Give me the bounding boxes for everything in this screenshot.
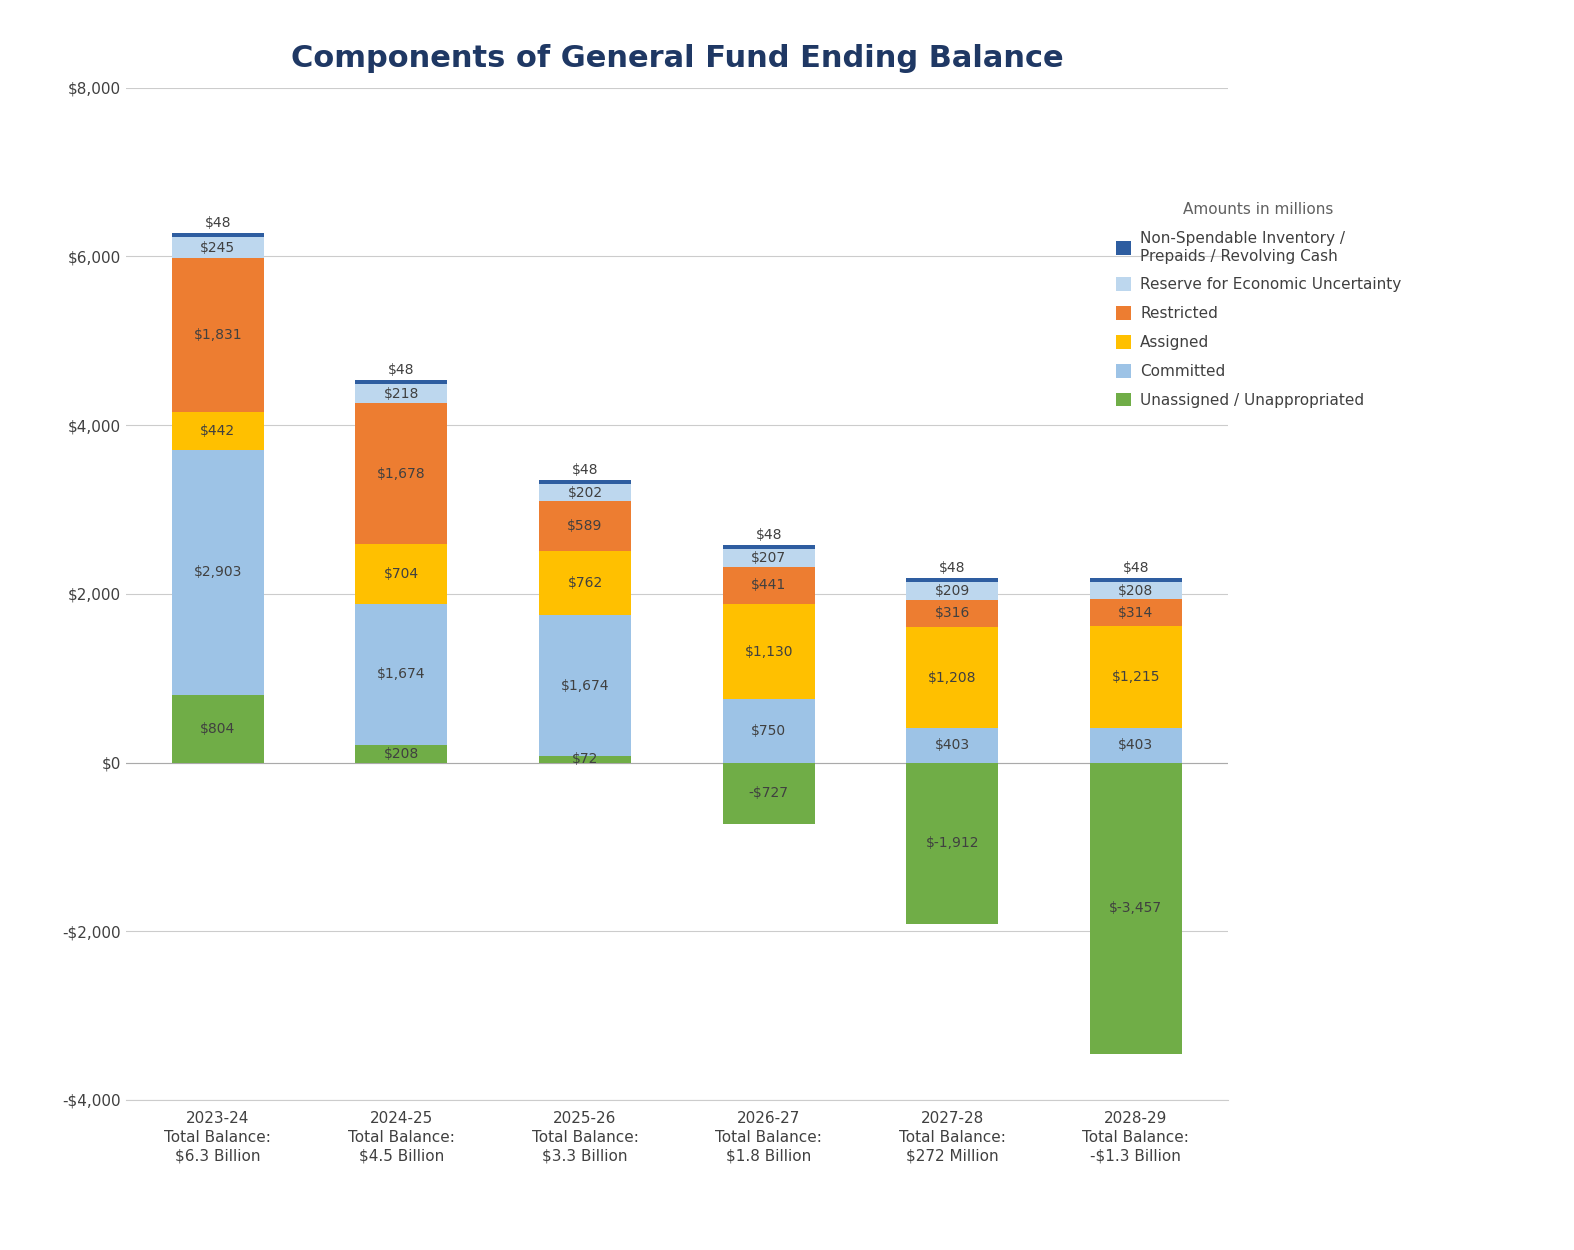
Bar [538, 756, 631, 762]
Text: $704: $704 [384, 568, 419, 581]
Text: $314: $314 [1118, 606, 1154, 620]
Text: -$727: -$727 [749, 786, 789, 800]
Text: $1,831: $1,831 [194, 329, 242, 342]
Bar [356, 745, 447, 762]
Bar [172, 450, 263, 695]
Bar [722, 699, 815, 762]
Text: $208: $208 [1118, 584, 1154, 598]
Bar [356, 604, 447, 745]
Text: $48: $48 [389, 364, 414, 378]
Text: $804: $804 [200, 721, 236, 735]
Legend: Non-Spendable Inventory /
Prepaids / Revolving Cash, Reserve for Economic Uncert: Non-Spendable Inventory / Prepaids / Rev… [1110, 196, 1407, 414]
Text: $48: $48 [571, 464, 598, 478]
Text: $48: $48 [1122, 561, 1149, 575]
Bar [907, 729, 998, 762]
Bar [907, 600, 998, 626]
Bar [356, 544, 447, 604]
Text: $1,674: $1,674 [378, 668, 425, 681]
Bar [172, 412, 263, 450]
Bar [1089, 582, 1182, 600]
Text: $442: $442 [200, 424, 235, 438]
Bar [907, 579, 998, 582]
Text: $403: $403 [935, 739, 970, 752]
Bar [538, 615, 631, 756]
Bar [172, 258, 263, 412]
Text: $441: $441 [751, 579, 787, 592]
Bar [722, 566, 815, 604]
Text: $-1,912: $-1,912 [926, 836, 979, 850]
Bar [172, 234, 263, 238]
Text: $762: $762 [567, 576, 603, 590]
Bar [1089, 762, 1182, 1054]
Bar [1089, 729, 1182, 762]
Bar [1089, 626, 1182, 729]
Bar [722, 762, 815, 824]
Bar [172, 695, 263, 762]
Bar [356, 380, 447, 384]
Text: $1,130: $1,130 [745, 645, 793, 659]
Text: $207: $207 [751, 551, 785, 565]
Text: $245: $245 [200, 240, 235, 255]
Bar [907, 582, 998, 600]
Text: $209: $209 [935, 584, 970, 598]
Bar [1089, 578, 1182, 582]
Text: $750: $750 [751, 724, 785, 738]
Bar [722, 545, 815, 549]
Bar [538, 501, 631, 551]
Bar [538, 551, 631, 615]
Text: $48: $48 [756, 529, 782, 542]
Title: Components of General Fund Ending Balance: Components of General Fund Ending Balanc… [291, 44, 1062, 72]
Bar [722, 604, 815, 699]
Text: $208: $208 [384, 746, 419, 761]
Text: $48: $48 [940, 561, 965, 575]
Text: $1,215: $1,215 [1111, 670, 1160, 684]
Bar [172, 238, 263, 258]
Bar [1089, 600, 1182, 626]
Text: $1,208: $1,208 [929, 670, 976, 685]
Bar [907, 626, 998, 729]
Text: $1,678: $1,678 [378, 466, 425, 480]
Text: $48: $48 [205, 216, 231, 230]
Text: $202: $202 [568, 486, 603, 500]
Bar [538, 480, 631, 484]
Text: $589: $589 [567, 519, 603, 532]
Bar [356, 402, 447, 544]
Text: $-3,457: $-3,457 [1110, 901, 1163, 915]
Text: $403: $403 [1119, 739, 1154, 752]
Text: $218: $218 [384, 386, 419, 400]
Text: $72: $72 [571, 752, 598, 766]
Text: $1,674: $1,674 [560, 679, 609, 692]
Bar [907, 762, 998, 924]
Text: $316: $316 [935, 606, 970, 620]
Text: $2,903: $2,903 [194, 565, 242, 579]
Bar [538, 484, 631, 501]
Bar [722, 549, 815, 566]
Bar [356, 384, 447, 402]
